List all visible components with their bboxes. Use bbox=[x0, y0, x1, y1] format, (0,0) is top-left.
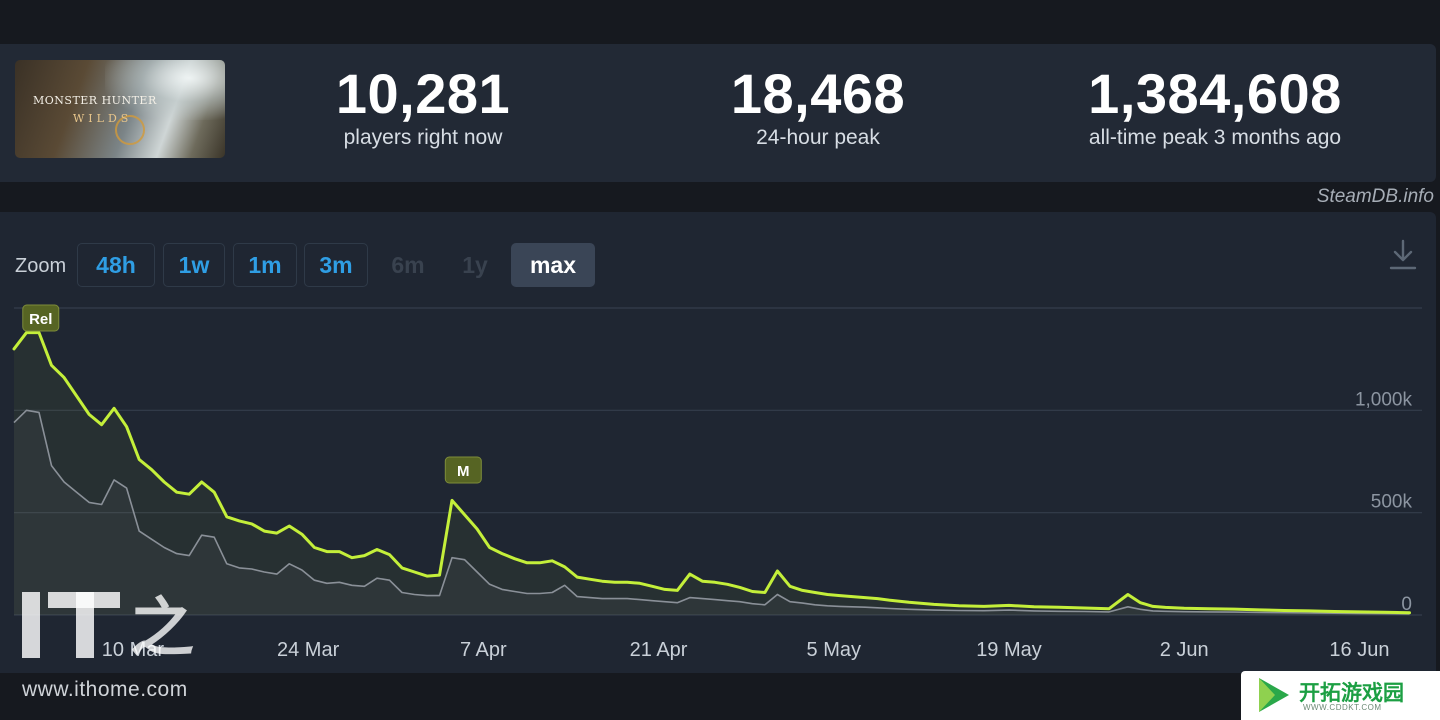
all-time-peak-label: all-time peak 3 months ago bbox=[1088, 126, 1342, 149]
peak-24h-label: 24-hour peak bbox=[756, 126, 880, 149]
badge-title: 开拓游戏园 bbox=[1299, 682, 1404, 705]
top-navigation-band bbox=[0, 0, 1440, 44]
chart-areas bbox=[14, 332, 1410, 615]
y-tick-label-0: 0 bbox=[1401, 594, 1412, 615]
cover-emblem-ring bbox=[115, 115, 145, 145]
chart-annotations: Rel M bbox=[22, 304, 482, 484]
zoom-6m-button[interactable]: 6m bbox=[391, 251, 425, 278]
zoom-max-button[interactable]: max bbox=[511, 243, 595, 287]
cover-sky bbox=[105, 60, 225, 120]
stat-all-time-peak: 1,384,608 all-time peak 3 months ago bbox=[1048, 64, 1382, 152]
badge-url: WWW.CDDKT.COM bbox=[1303, 703, 1382, 712]
x-tick-label-0: 10 Mar bbox=[102, 639, 165, 661]
x-tick-label-3: 21 Apr bbox=[630, 639, 688, 661]
annotation-box-0 bbox=[22, 304, 60, 332]
peak-players-line bbox=[12, 331, 1411, 615]
zoom-1m-button[interactable]: 1m bbox=[233, 243, 297, 287]
annotation-box-1 bbox=[444, 456, 482, 484]
x-tick-label-6: 2 Jun bbox=[1160, 639, 1209, 661]
play-leaf-icon bbox=[1259, 678, 1289, 712]
x-tick-label-4: 5 May bbox=[807, 639, 861, 661]
annotation-flag-m: M bbox=[444, 456, 482, 484]
cover-logo-line1: MONSTER HUNTER bbox=[33, 94, 157, 107]
cover-logo-line2: WILDS bbox=[73, 112, 133, 125]
x-tick-label-1: 24 Mar bbox=[277, 639, 340, 661]
zoom-1y-button[interactable]: 1y bbox=[462, 251, 488, 278]
y-tick-label-2: 1,000k bbox=[1355, 389, 1413, 410]
current-players-label: players right now bbox=[343, 126, 503, 149]
current-players-value: 10,281 bbox=[335, 62, 511, 125]
chart-lines bbox=[12, 331, 1411, 615]
stat-current-players: 10,281 players right now bbox=[300, 64, 546, 152]
stat-24h-peak: 18,468 24-hour peak bbox=[690, 64, 946, 152]
peak-area bbox=[14, 332, 1410, 615]
all-time-peak-value: 1,384,608 bbox=[1088, 62, 1342, 125]
peak-24h-value: 18,468 bbox=[730, 62, 906, 125]
svg-text:之: 之 bbox=[130, 592, 194, 665]
game-cover-image[interactable]: MONSTER HUNTER WILDS bbox=[15, 60, 225, 158]
zoom-3m-button[interactable]: 3m bbox=[304, 243, 368, 287]
ithome-watermark-url: www.ithome.com bbox=[22, 678, 188, 701]
x-axis-labels: 10 Mar 24 Mar 7 Apr 21 Apr 5 May 19 May 2 Jun 1… bbox=[102, 639, 1390, 661]
zoom-label: Zoom bbox=[15, 255, 67, 277]
stats-panel: MONSTER HUNTER WILDS 10,281 players righ… bbox=[0, 44, 1436, 182]
ithome-watermark-logo: 之 bbox=[22, 592, 194, 665]
chart-gridlines bbox=[14, 307, 1422, 616]
x-tick-label-5: 19 May bbox=[976, 639, 1042, 661]
steamdb-source-link[interactable]: SteamDB.info bbox=[1316, 186, 1434, 207]
annotation-label-1: M bbox=[457, 463, 470, 480]
y-tick-label-1: 500k bbox=[1371, 492, 1413, 513]
download-icon[interactable] bbox=[1388, 238, 1418, 272]
annotation-label-0: Rel bbox=[29, 311, 52, 328]
cddkt-badge: 开拓游戏园 WWW.CDDKT.COM bbox=[1241, 671, 1440, 720]
y-axis-labels: 0 500k 1,000k bbox=[1355, 389, 1413, 615]
x-tick-label-7: 16 Jun bbox=[1329, 639, 1389, 661]
zoom-1w-button[interactable]: 1w bbox=[163, 243, 225, 287]
x-tick-label-2: 7 Apr bbox=[460, 639, 507, 661]
annotation-flag-rel: Rel bbox=[22, 304, 60, 332]
chart-panel: Zoom 48h 1w 1m 3m 6m 1y max bbox=[0, 212, 1436, 673]
average-players-line bbox=[13, 409, 1410, 615]
average-area bbox=[14, 410, 1410, 615]
zoom-48h-button[interactable]: 48h bbox=[77, 243, 155, 287]
